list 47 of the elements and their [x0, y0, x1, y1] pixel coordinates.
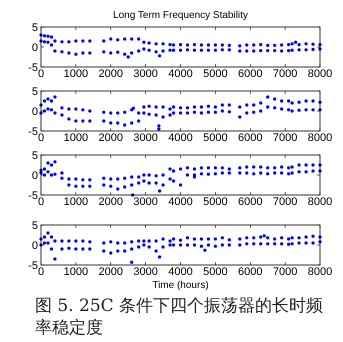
x-tick-label: 8000	[308, 132, 332, 144]
x-tick-label: 5000	[203, 196, 228, 208]
y-tick-label: 5	[32, 22, 38, 34]
y-tick-label: -5	[28, 260, 38, 272]
y-tick-label: 0	[32, 240, 38, 252]
x-tick-label: 1000	[64, 266, 88, 278]
x-tick-label: 4000	[168, 68, 193, 80]
x-tick-label: 7000	[272, 68, 298, 80]
y-tick-label: 5	[32, 220, 38, 232]
chart-title: Long Term Frequency Stability	[113, 10, 248, 21]
x-tick-label: 2000	[98, 132, 123, 144]
x-tick-label: 4000	[168, 196, 193, 208]
x-tick-label: 4000	[168, 266, 193, 278]
x-tick-label: 2000	[98, 68, 123, 80]
x-tick-label: 6000	[238, 132, 262, 144]
x-tick-label: 1000	[64, 196, 88, 208]
x-tick-label: 7000	[272, 132, 298, 144]
x-tick-label: 3000	[133, 196, 158, 208]
x-tick-label: 5000	[203, 132, 228, 144]
y-tick-label: -5	[28, 126, 38, 138]
x-tick-label: 6000	[238, 196, 262, 208]
y-tick-label: 0	[32, 170, 38, 182]
x-tick-label: 2000	[98, 196, 123, 208]
x-tick-label: 1000	[64, 132, 88, 144]
x-axis-title: Time (hours)	[152, 280, 209, 291]
y-tick-label: 0	[32, 106, 38, 118]
y-tick-label: 0	[32, 42, 38, 54]
x-tick-label: 8000	[308, 266, 332, 278]
x-tick-label: 8000	[308, 196, 332, 208]
x-tick-label: 3000	[133, 266, 158, 278]
x-tick-label: 1000	[64, 68, 88, 80]
x-tick-label: 7000	[272, 266, 298, 278]
x-tick-label: 6000	[238, 266, 262, 278]
x-tick-label: 6000	[238, 68, 262, 80]
x-tick-label: 5000	[203, 266, 228, 278]
caption: 图 5. 25C 条件下四个振荡器的长时频率稳定度	[35, 296, 324, 338]
x-tick-label: 2000	[98, 266, 123, 278]
x-tick-label: 8000	[308, 68, 332, 80]
x-tick-label: 4000	[168, 132, 193, 144]
y-tick-label: 5	[32, 150, 38, 162]
y-tick-label: -5	[28, 62, 38, 74]
x-tick-label: 5000	[203, 68, 228, 80]
y-tick-label: -5	[28, 190, 38, 202]
x-tick-label: 3000	[133, 132, 158, 144]
y-tick-label: 5	[32, 86, 38, 98]
x-tick-label: 3000	[133, 68, 158, 80]
x-tick-label: 7000	[272, 196, 298, 208]
